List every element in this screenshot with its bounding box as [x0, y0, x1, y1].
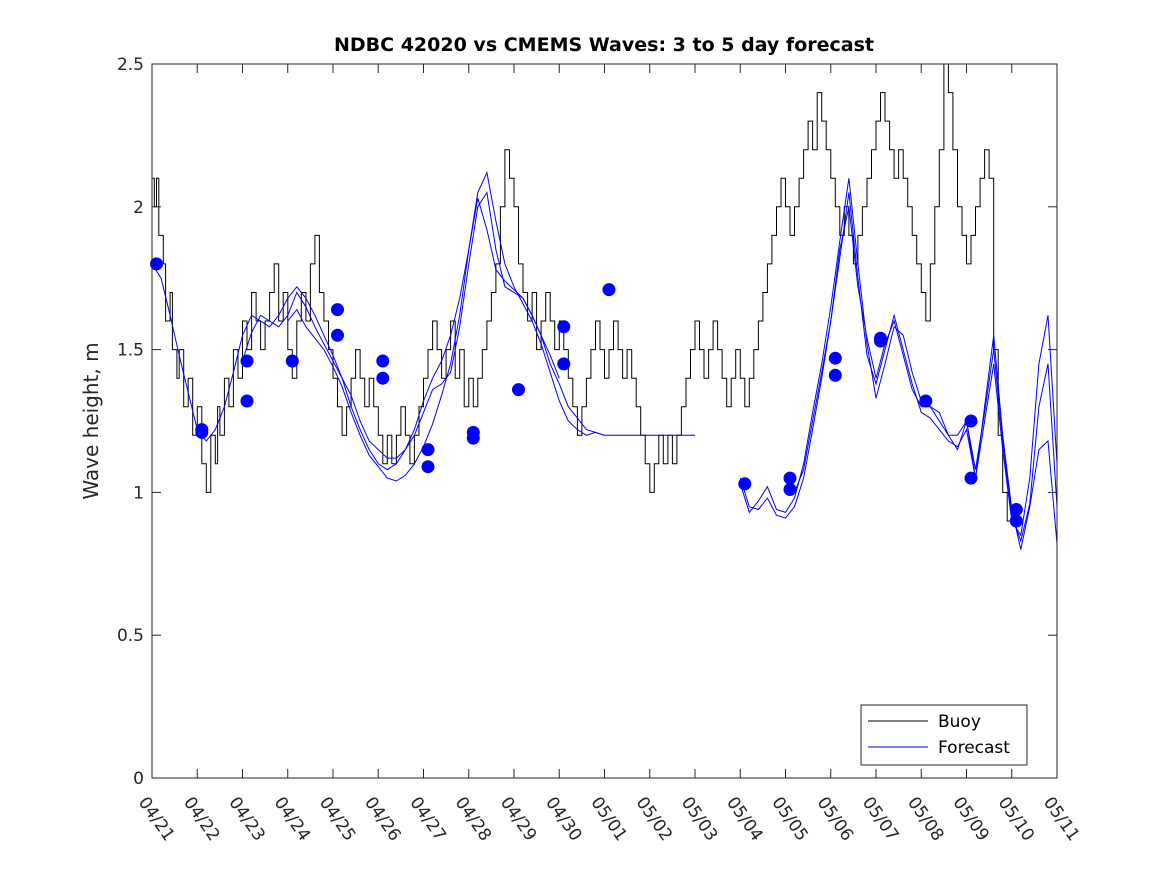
- forecast-point: [376, 371, 390, 385]
- series-forecast-run-6: [785, 206, 1057, 543]
- series-forecast-run-5: [739, 192, 1057, 537]
- legend-buoy-label: Buoy: [938, 712, 981, 732]
- forecast-point: [240, 394, 254, 408]
- forecast-point: [331, 328, 344, 342]
- legend: Buoy Forecast: [860, 704, 1028, 766]
- forecast-point: [783, 483, 797, 496]
- legend-forecast-label: Forecast: [938, 738, 1010, 758]
- forecast-point: [964, 471, 978, 485]
- y-tick-label: 2.5: [117, 55, 144, 75]
- forecast-point: [421, 443, 435, 457]
- series-buoy: [152, 64, 1012, 522]
- forecast-point: [557, 357, 571, 371]
- forecast-point: [738, 477, 752, 491]
- forecast-point: [874, 334, 887, 348]
- forecast-point: [828, 368, 842, 382]
- forecast-point: [466, 431, 480, 445]
- forecast-point: [421, 460, 435, 474]
- plot-series: [152, 64, 1057, 550]
- forecast-point: [828, 351, 842, 365]
- forecast-point: [376, 354, 390, 368]
- y-tick-label: 2: [133, 198, 144, 218]
- forecast-point: [602, 283, 616, 297]
- forecast-point: [1009, 514, 1023, 528]
- forecast-point: [557, 320, 571, 334]
- forecast-point: [285, 354, 299, 368]
- forecast-point: [783, 471, 797, 485]
- y-tick-label: 1: [133, 483, 144, 503]
- y-axis-label: Wave height, m: [79, 342, 103, 499]
- forecast-point: [150, 257, 163, 271]
- y-tick-label: 0: [133, 769, 144, 789]
- forecast-point: [240, 354, 254, 368]
- forecast-point: [964, 414, 978, 428]
- forecast-point: [331, 303, 344, 317]
- plot-area: [150, 64, 1057, 550]
- forecast-point: [1009, 503, 1023, 516]
- y-tick-label: 0.5: [117, 626, 144, 646]
- chart-title: NDBC 42020 vs CMEMS Waves: 3 to 5 day fo…: [334, 34, 874, 56]
- series-forecast-run-2: [242, 191, 605, 459]
- forecast-point: [195, 425, 209, 439]
- y-tick-label: 1.5: [117, 341, 144, 361]
- forecast-point: [512, 383, 525, 397]
- legend-box: [860, 704, 1028, 766]
- forecast-point: [919, 394, 933, 408]
